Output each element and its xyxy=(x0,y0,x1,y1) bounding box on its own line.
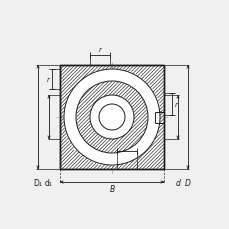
Circle shape xyxy=(90,95,134,139)
Text: D: D xyxy=(184,178,190,187)
Bar xyxy=(60,66,163,169)
Circle shape xyxy=(64,70,159,165)
Text: d₁: d₁ xyxy=(45,178,53,187)
Text: D₁: D₁ xyxy=(33,178,42,187)
Bar xyxy=(60,66,163,169)
Bar xyxy=(60,66,163,169)
Bar xyxy=(154,112,163,123)
Text: r: r xyxy=(98,47,101,53)
Text: r: r xyxy=(125,143,128,149)
Text: r: r xyxy=(46,77,49,83)
Circle shape xyxy=(98,105,124,131)
Text: d: d xyxy=(175,178,180,187)
Text: B: B xyxy=(109,184,114,193)
Text: r: r xyxy=(174,101,177,108)
